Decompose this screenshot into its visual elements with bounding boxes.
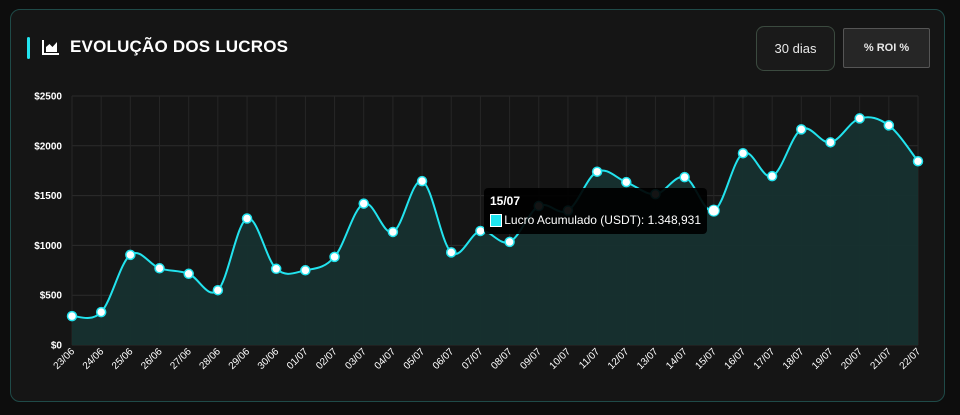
x-tick-label: 20/07: [839, 346, 865, 372]
roi-toggle-button[interactable]: % ROI %: [843, 28, 930, 68]
data-point-20-07[interactable]: [854, 113, 865, 124]
y-tick-label: $2500: [34, 92, 62, 103]
x-tick-label: 21/07: [868, 346, 894, 372]
data-point-11-07[interactable]: [591, 166, 603, 177]
profit-area-fill: [72, 117, 918, 345]
x-tick-label: 03/07: [343, 346, 369, 372]
x-tick-label: 13/07: [635, 346, 661, 372]
data-point-24-06[interactable]: [95, 306, 107, 318]
x-tick-label: 25/06: [110, 346, 136, 372]
x-tick-label: 02/07: [314, 346, 340, 372]
data-point-22-07[interactable]: [912, 155, 924, 167]
y-axis-ticks: $0 $500 $1000 $1500 $2000 $2500: [34, 92, 62, 352]
x-tick-label: 01/07: [285, 346, 311, 372]
x-tick-label: 15/07: [693, 346, 719, 372]
x-tick-label: 30/06: [256, 346, 282, 372]
data-point-16-07[interactable]: [737, 148, 749, 159]
period-selector-button[interactable]: 30 dias: [756, 26, 835, 71]
x-tick-label: 27/06: [168, 346, 194, 372]
tooltip-color-swatch: [490, 213, 503, 227]
tooltip-value: Lucro Acumulado (USDT): 1.348,931: [504, 213, 701, 227]
x-axis-ticks: 23/06 24/06 25/06 26/06 27/06 28/06 29/06 30/06…: [52, 346, 924, 372]
x-tick-label: 19/07: [810, 346, 836, 372]
y-tick-label: $2000: [34, 141, 62, 152]
y-tick-label: $1500: [34, 191, 62, 202]
x-tick-label: 08/07: [489, 346, 515, 372]
data-point-02-07[interactable]: [329, 251, 340, 263]
data-point-19-07[interactable]: [825, 137, 836, 148]
data-point-15-07[interactable]: [707, 204, 720, 217]
data-point-03-07[interactable]: [358, 198, 369, 209]
data-point-08-07[interactable]: [504, 236, 515, 248]
x-tick-label: 05/07: [402, 346, 428, 372]
chart-tooltip: 15/07 Lucro Acumulado (USDT): 1.348,931: [484, 188, 707, 234]
x-tick-label: 24/06: [81, 346, 107, 372]
data-point-12-07[interactable]: [621, 176, 632, 188]
x-tick-label: 16/07: [723, 346, 749, 372]
data-point-05-07[interactable]: [416, 175, 428, 187]
data-point-18-07[interactable]: [796, 124, 807, 135]
data-point-04-07[interactable]: [387, 226, 399, 238]
x-tick-label: 10/07: [548, 346, 574, 372]
data-point-28-06[interactable]: [212, 284, 224, 296]
data-point-29-06[interactable]: [241, 213, 253, 224]
data-point-26-06[interactable]: [154, 263, 165, 274]
data-point-06-07[interactable]: [445, 247, 457, 258]
data-point-14-07[interactable]: [679, 171, 690, 183]
data-point-23-06[interactable]: [66, 310, 78, 322]
data-point-27-06[interactable]: [183, 268, 194, 280]
data-point-17-07[interactable]: [766, 170, 778, 182]
data-point-25-06[interactable]: [125, 249, 136, 261]
x-tick-label: 12/07: [606, 346, 632, 372]
x-tick-label: 17/07: [752, 346, 778, 372]
area-chart-icon: [42, 40, 59, 55]
data-point-21-07[interactable]: [883, 120, 895, 131]
data-point-01-07[interactable]: [300, 265, 311, 276]
x-tick-label: 11/07: [577, 346, 602, 371]
x-tick-label: 09/07: [518, 346, 544, 372]
y-tick-label: $1000: [34, 241, 62, 252]
x-tick-label: 28/06: [198, 346, 224, 372]
x-tick-label: 06/07: [431, 346, 457, 372]
y-tick-label: $0: [51, 341, 63, 352]
y-tick-label: $500: [40, 291, 63, 302]
chart-title: EVOLUÇÃO DOS LUCROS: [70, 37, 289, 56]
title-accent-bar: [27, 37, 30, 59]
x-tick-label: 04/07: [373, 346, 399, 372]
data-point-30-06[interactable]: [270, 263, 282, 275]
x-tick-label: 22/07: [898, 346, 924, 372]
x-tick-label: 07/07: [460, 346, 486, 372]
x-tick-label: 18/07: [781, 346, 807, 372]
x-tick-label: 29/06: [227, 346, 253, 372]
x-tick-label: 26/06: [139, 346, 165, 372]
tooltip-date: 15/07: [490, 194, 521, 208]
tooltip-row: Lucro Acumulado (USDT): 1.348,931: [490, 213, 701, 227]
x-tick-label: 14/07: [664, 346, 690, 372]
